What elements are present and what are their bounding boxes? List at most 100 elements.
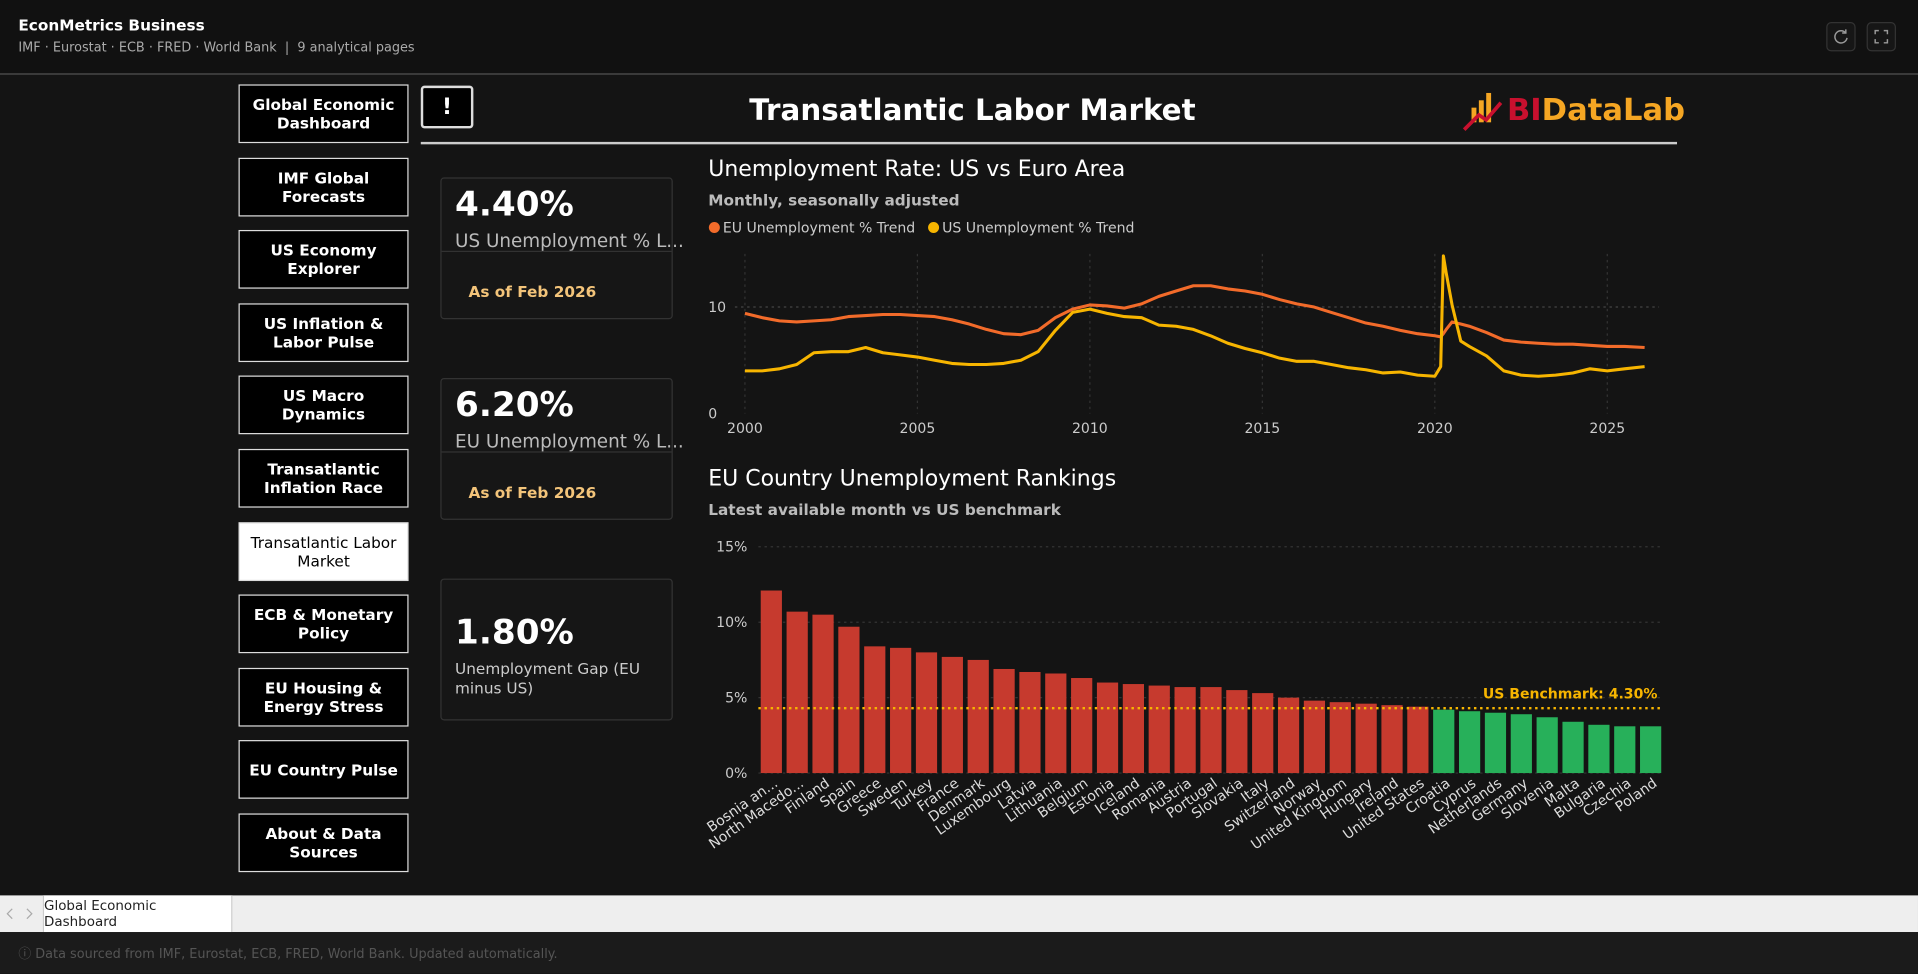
line-series [744,254,1645,378]
benchmark-label: US Benchmark: 4.30% [1483,686,1658,702]
bar [915,652,938,774]
bar [1640,726,1662,774]
nav-button[interactable]: About & Data Sources [238,813,409,873]
bar [993,668,1015,774]
bar [941,656,963,774]
footer: ⓘ Data sourced from IMF, Eurostat, ECB, … [0,932,1918,974]
fullscreen-icon [1874,29,1889,44]
bar [1277,697,1300,774]
bar [838,626,860,774]
bar [890,647,912,774]
kpi-label: Unemployment Gap (EU minus US) [455,659,641,698]
y-tick-label: 0% [725,766,747,782]
nav-button[interactable]: ECB & Monetary Policy [238,594,409,654]
kpi-divider [441,250,672,252]
fullscreen-button[interactable] [1866,22,1896,52]
bar [1226,690,1248,774]
bar [1614,726,1636,774]
nav-button[interactable]: Global Economic Dashboard [238,84,409,144]
kpi-divider [441,451,672,453]
app-title: EconMetrics Business [18,15,205,35]
legend-marker [708,222,720,234]
bar [1200,687,1222,774]
bar [1562,721,1584,774]
bar [1329,702,1351,774]
bar [786,611,808,774]
kpi-note: As of Feb 2026 [468,282,597,301]
bar [1510,714,1532,774]
bar [1096,682,1119,774]
chart-title: EU Country Unemployment Rankings [708,467,1116,492]
top-bar: EconMetrics Business IMF · Eurostat · EC… [0,0,1918,75]
footer-text: ⓘ Data sourced from IMF, Eurostat, ECB, … [18,946,558,962]
kpi-note: As of Feb 2026 [468,483,597,502]
legend-label: US Unemployment % Trend [942,220,1134,236]
bar [1045,673,1067,774]
bar [1355,703,1377,774]
legend-marker [928,222,940,234]
kpi-card: 1.80% Unemployment Gap (EU minus US) [440,578,673,721]
bar [1122,684,1144,774]
bar [967,659,989,774]
bar [864,646,886,774]
x-tick-label: 2025 [1589,421,1625,437]
bar [1407,706,1429,774]
bar [1252,693,1274,774]
x-tick-label: 2000 [727,421,763,437]
refresh-button[interactable] [1826,22,1856,52]
tab[interactable]: Global Economic Dashboard [42,895,233,933]
bar [760,590,782,774]
kpi-card: 6.20% EU Unemployment % L... As of Feb 2… [440,377,684,520]
kpi-card: 4.40% US Unemployment % L... As of Feb 2… [440,177,684,320]
y-tick-label: 15% [716,540,747,556]
x-tick-label: 2005 [900,421,936,437]
tab-arrows[interactable] [5,908,37,920]
kpi-value: 1.80% [455,611,574,652]
bar [1071,678,1093,774]
legend-label: EU Unemployment % Trend [723,220,915,236]
nav-button[interactable]: US Economy Explorer [238,230,409,289]
x-tick-label: 2010 [1072,421,1108,437]
nav-button[interactable]: EU Country Pulse [238,740,409,800]
logo: BIDataLab [1462,88,1685,132]
bar [1588,724,1610,774]
app-subtitle: IMF · Eurostat · ECB · FRED · World Bank… [18,40,415,56]
kpi-label: US Unemployment % L... [455,229,684,252]
page-tabs: Global Economic Dashboard [0,895,1918,933]
kpi-value: 4.40% [455,183,574,224]
bar [1174,687,1196,774]
x-tick-label: 2015 [1244,421,1280,437]
bar [1484,712,1507,774]
kpi-value: 6.20% [455,384,574,425]
nav-button[interactable]: US Macro Dynamics [238,376,409,435]
bar [1458,711,1481,774]
charts: Unemployment Rate: US vs Euro Area Monthl… [704,157,1664,853]
nav-button[interactable]: US Inflation & Labor Pulse [238,303,409,362]
logo-mark: BI [1506,91,1542,128]
bar [1536,717,1558,774]
refresh-icon [1834,29,1848,44]
title-rule [420,141,1678,145]
bar [1433,709,1455,774]
chart-subtitle: Monthly, seasonally adjusted [708,191,959,209]
chart-title: Unemployment Rate: US vs Euro Area [708,157,1125,182]
logo-icon [1462,92,1503,131]
y-tick-label: 10 [708,300,726,316]
nav-button[interactable]: Transatlantic Inflation Race [238,448,409,508]
bar [1019,671,1041,774]
bar [1148,685,1170,774]
logo-text: BIDataLab [1507,92,1685,127]
page-title: Transatlantic Labor Market [749,92,1196,128]
bar [812,614,834,774]
nav-button[interactable]: Transatlantic Labor Market [238,521,409,581]
y-tick-label: 0 [708,406,717,422]
alert-button[interactable]: ! [420,85,474,129]
logo-name: DataLab [1541,91,1685,128]
y-tick-label: 10% [716,615,747,631]
nav-button[interactable]: EU Housing & Energy Stress [238,667,409,727]
nav-button[interactable]: IMF Global Forecasts [238,157,409,217]
bar [1381,705,1403,774]
x-tick-label: 2020 [1417,421,1453,437]
